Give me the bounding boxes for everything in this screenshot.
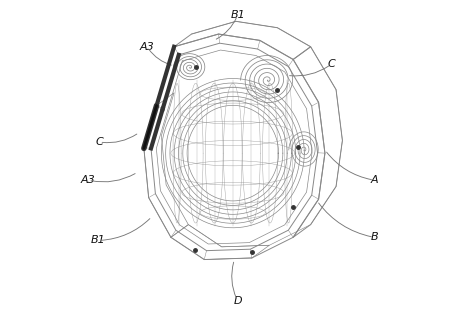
Text: A3: A3 xyxy=(81,175,96,185)
Text: A: A xyxy=(371,175,378,185)
Text: A3: A3 xyxy=(140,42,154,52)
Text: D: D xyxy=(233,296,242,306)
Text: B1: B1 xyxy=(230,10,245,20)
Text: C: C xyxy=(328,59,335,69)
Text: C: C xyxy=(95,137,103,147)
Text: B1: B1 xyxy=(91,235,105,246)
Text: B: B xyxy=(371,232,378,242)
